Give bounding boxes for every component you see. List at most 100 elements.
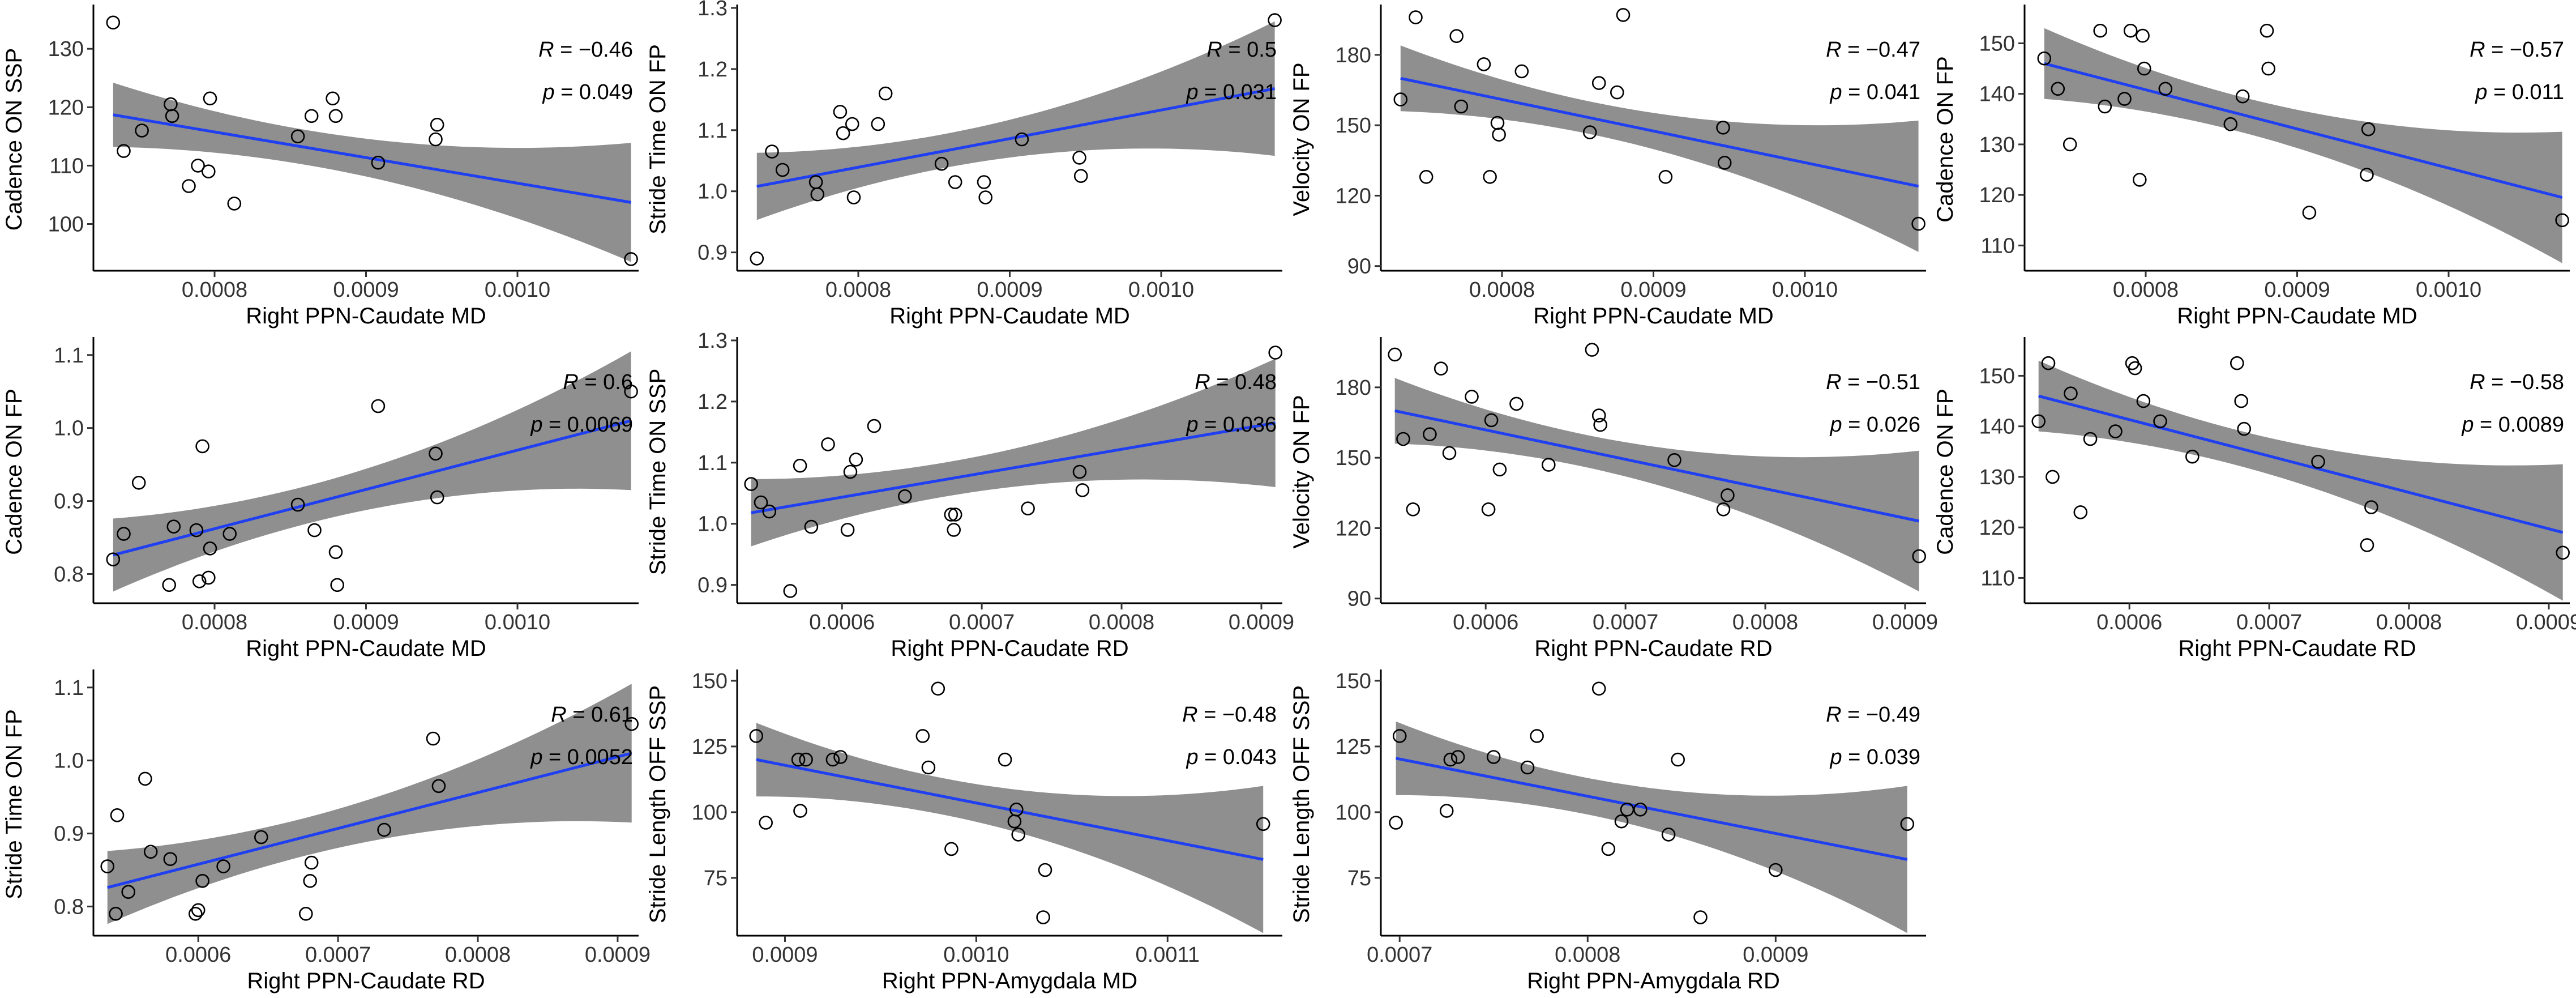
p-value-label: p = 0.031 <box>1186 80 1277 104</box>
y-axis-title: Stride Length OFF SSP <box>645 685 670 923</box>
x-tick-label: 0.0009 <box>977 278 1042 302</box>
x-tick-label: 0.0008 <box>1469 278 1535 302</box>
correlation-r-label: R = −0.46 <box>538 38 633 62</box>
data-point <box>846 190 861 204</box>
data-point <box>1038 863 1052 877</box>
x-axis-title: Right PPN-Caudate MD <box>889 304 1130 329</box>
data-point <box>290 129 305 144</box>
data-point <box>1388 347 1402 362</box>
x-axis-title: Right PPN-Caudate MD <box>2177 304 2417 329</box>
data-point <box>2158 82 2173 96</box>
data-point <box>1256 817 1270 831</box>
data-point <box>1693 910 1708 924</box>
data-point <box>1419 169 1434 184</box>
data-point <box>1389 816 1403 830</box>
data-point <box>1911 216 1925 231</box>
data-point <box>759 816 773 830</box>
data-point <box>191 159 205 173</box>
y-tick-label: 180 <box>1336 376 1371 400</box>
confidence-band <box>113 83 631 262</box>
data-point <box>867 419 882 433</box>
x-tick-label: 0.0010 <box>485 611 550 634</box>
data-point <box>871 117 885 131</box>
data-point <box>1072 151 1086 165</box>
data-point <box>947 523 961 537</box>
p-value-label: p = 0.049 <box>542 80 633 104</box>
y-tick-label: 130 <box>1979 466 2015 489</box>
x-tick-label: 0.0008 <box>182 278 247 302</box>
x-tick-label: 0.0010 <box>1772 278 1838 302</box>
x-tick-label: 0.0009 <box>333 278 399 302</box>
y-tick-label: 1.3 <box>698 329 728 353</box>
y-tick-label: 110 <box>49 154 84 178</box>
data-point <box>944 842 958 856</box>
data-point <box>326 91 340 106</box>
p-value-label: p = 0.041 <box>1829 80 1920 104</box>
data-point <box>430 117 444 132</box>
data-point <box>1614 814 1629 829</box>
scatter-panel-2: 0.0008 0.0009 0.0010 0.9 1.0 1.1 1.2 1.3 Right P… <box>644 0 1287 332</box>
y-tick-label: 1.2 <box>698 390 728 414</box>
data-point <box>754 495 768 510</box>
data-point <box>2123 23 2138 38</box>
data-point <box>2153 414 2167 429</box>
data-point <box>162 578 177 592</box>
p-value-label: p = 0.0052 <box>530 745 633 769</box>
regression-line <box>113 113 632 204</box>
y-tick-label: 130 <box>1979 133 2015 157</box>
data-point <box>2064 386 2078 400</box>
data-point <box>878 86 893 101</box>
scatter-panel-9: 0.0006 0.0007 0.0008 0.0009 0.8 0.9 1.0 1.1 Righ… <box>0 665 651 997</box>
x-axis-title: Right PPN-Amygdala MD <box>882 969 1137 993</box>
y-tick-label: 150 <box>1336 446 1371 470</box>
data-point <box>1509 396 1524 411</box>
y-tick-label: 120 <box>1336 184 1371 208</box>
y-tick-label: 120 <box>48 96 84 120</box>
regression-line <box>1400 76 1919 188</box>
y-tick-label: 0.9 <box>698 574 728 598</box>
confidence-band <box>1400 45 1919 252</box>
data-point <box>1454 99 1469 114</box>
y-tick-label: 1.1 <box>54 676 84 700</box>
data-point <box>977 175 991 189</box>
data-point <box>135 123 149 138</box>
y-axis-title: Velocity ON FP <box>1289 62 1314 216</box>
y-tick-label: 1.1 <box>54 344 84 368</box>
data-point <box>216 859 230 873</box>
y-tick-label: 1.1 <box>698 451 728 475</box>
y-axis-title: Stride Time ON SSP <box>645 369 670 575</box>
data-point <box>897 489 912 504</box>
scatter-panel-11: 0.0007 0.0008 0.0009 75 100 125 150 Right PPN-A… <box>1287 665 1931 997</box>
scatter-panel-7: 0.0006 0.0007 0.0008 0.0009 90 120 150 180 Right… <box>1287 332 1938 665</box>
data-point <box>1011 828 1026 842</box>
data-point <box>762 504 777 519</box>
y-tick-label: 0.9 <box>54 822 84 846</box>
scatter-plot-svg: 0.0006 0.0007 0.0008 0.0009 90 120 150 180 Right… <box>1289 337 1938 661</box>
data-point <box>1721 488 1735 502</box>
data-point <box>254 830 268 845</box>
data-point <box>1392 729 1407 743</box>
x-tick-label: 0.0011 <box>1136 943 1200 967</box>
data-point <box>1443 752 1458 767</box>
p-value-label: p = 0.0089 <box>2461 413 2564 437</box>
data-point <box>2046 470 2060 484</box>
data-point <box>1768 863 1783 877</box>
data-point <box>100 859 114 873</box>
data-point <box>328 545 343 560</box>
data-point <box>2062 137 2077 152</box>
data-point <box>371 155 386 170</box>
x-tick-label: 0.0009 <box>333 611 399 634</box>
data-point <box>188 906 203 921</box>
data-point <box>804 519 819 534</box>
correlation-r-label: R = 0.48 <box>1195 370 1277 394</box>
y-tick-label: 1.2 <box>698 58 728 82</box>
data-point <box>845 117 859 131</box>
scatter-plot-svg: 0.0008 0.0009 0.0010 0.9 1.0 1.1 1.2 1.3 Right P… <box>645 0 1282 329</box>
data-point <box>1449 29 1464 44</box>
data-point <box>2083 432 2098 446</box>
data-point <box>371 399 386 413</box>
x-tick-label: 0.0007 <box>949 611 1015 634</box>
data-point <box>791 752 806 767</box>
data-point <box>2364 500 2378 514</box>
y-tick-label: 100 <box>48 213 84 237</box>
